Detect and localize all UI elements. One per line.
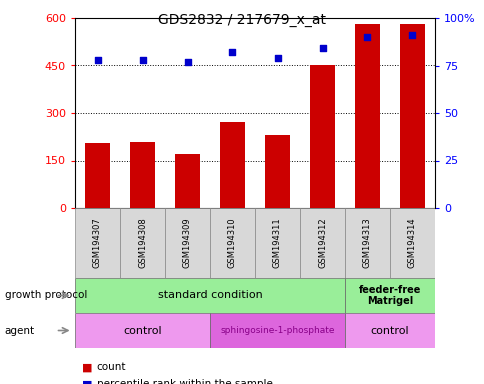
Point — [273, 55, 281, 61]
Bar — [75, 313, 210, 348]
Point — [138, 57, 146, 63]
Bar — [255, 208, 300, 278]
Point — [93, 57, 101, 63]
Text: ■: ■ — [82, 362, 92, 372]
Bar — [309, 66, 334, 208]
Text: GSM194312: GSM194312 — [318, 218, 326, 268]
Text: GSM194309: GSM194309 — [182, 218, 192, 268]
Text: growth protocol: growth protocol — [5, 291, 87, 301]
Text: ■: ■ — [82, 379, 92, 384]
Text: feeder-free
Matrigel: feeder-free Matrigel — [358, 285, 420, 306]
Point — [228, 49, 236, 55]
Bar — [210, 208, 255, 278]
Point — [318, 45, 326, 51]
Text: GSM194314: GSM194314 — [407, 218, 416, 268]
Text: control: control — [370, 326, 408, 336]
Bar — [399, 24, 424, 208]
Point — [408, 32, 416, 38]
Text: agent: agent — [5, 326, 35, 336]
Bar — [130, 141, 154, 208]
Bar — [220, 122, 244, 208]
Bar — [175, 154, 199, 208]
Bar — [344, 278, 434, 313]
Bar — [389, 208, 434, 278]
Bar — [210, 313, 344, 348]
Bar — [354, 24, 379, 208]
Text: GDS2832 / 217679_x_at: GDS2832 / 217679_x_at — [158, 13, 326, 27]
Text: control: control — [123, 326, 162, 336]
Point — [183, 59, 191, 65]
Bar — [120, 208, 165, 278]
Text: GSM194307: GSM194307 — [93, 218, 102, 268]
Text: GSM194308: GSM194308 — [138, 218, 147, 268]
Bar — [265, 135, 289, 208]
Bar — [75, 278, 344, 313]
Text: GSM194310: GSM194310 — [227, 218, 237, 268]
Point — [363, 34, 371, 40]
Text: count: count — [97, 362, 126, 372]
Bar — [75, 208, 120, 278]
Text: GSM194313: GSM194313 — [362, 218, 371, 268]
Text: percentile rank within the sample: percentile rank within the sample — [97, 379, 272, 384]
Text: standard condition: standard condition — [157, 291, 262, 301]
Bar — [344, 208, 389, 278]
Text: sphingosine-1-phosphate: sphingosine-1-phosphate — [220, 326, 334, 335]
Bar — [300, 208, 344, 278]
Text: GSM194311: GSM194311 — [272, 218, 281, 268]
Bar — [85, 143, 110, 208]
Bar — [165, 208, 210, 278]
Bar — [344, 313, 434, 348]
